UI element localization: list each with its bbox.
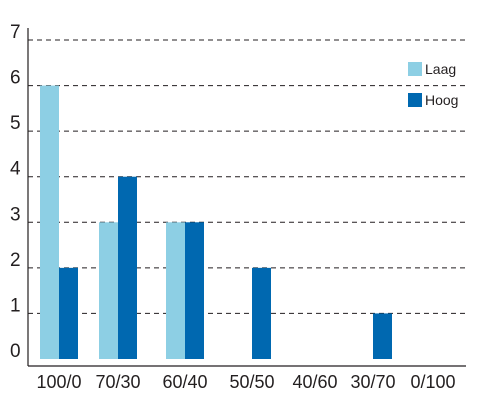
x-category-label: 40/60	[292, 372, 337, 392]
bar-hoog	[373, 313, 392, 359]
bars	[40, 85, 392, 360]
bar-hoog	[252, 267, 271, 359]
bar-hoog	[118, 176, 137, 359]
bar-hoog	[185, 222, 204, 359]
gridlines	[28, 39, 466, 314]
bar-laag	[166, 222, 185, 359]
x-category-label: 50/50	[229, 372, 274, 392]
legend-label: Hoog	[425, 92, 458, 108]
y-tick-label: 7	[10, 22, 21, 43]
axes: 0 1 2 3 4 5 6 7 100/0 70/30 60/40 50/50 40/60 30/70 0/…	[10, 22, 466, 392]
x-category-label: 0/100	[410, 372, 455, 392]
bar-laag	[40, 85, 59, 360]
x-category-label: 60/40	[162, 372, 207, 392]
y-tick-label: 3	[10, 204, 21, 225]
y-tick-label: 6	[10, 68, 21, 89]
x-category-label: 100/0	[36, 372, 81, 392]
legend-label: Laag	[425, 61, 456, 77]
y-tick-label: 5	[10, 113, 21, 134]
y-tick-label: 0	[10, 341, 21, 362]
legend: Laag Hoog	[408, 61, 458, 108]
x-category-label: 30/70	[350, 372, 395, 392]
y-tick-label: 4	[10, 159, 21, 180]
legend-swatch	[408, 62, 422, 76]
bar-hoog	[59, 267, 78, 359]
x-category-label: 70/30	[95, 372, 140, 392]
bar-laag	[99, 222, 118, 359]
y-tick-label: 2	[10, 250, 21, 271]
y-tick-label: 1	[10, 295, 21, 316]
legend-swatch	[408, 93, 422, 107]
